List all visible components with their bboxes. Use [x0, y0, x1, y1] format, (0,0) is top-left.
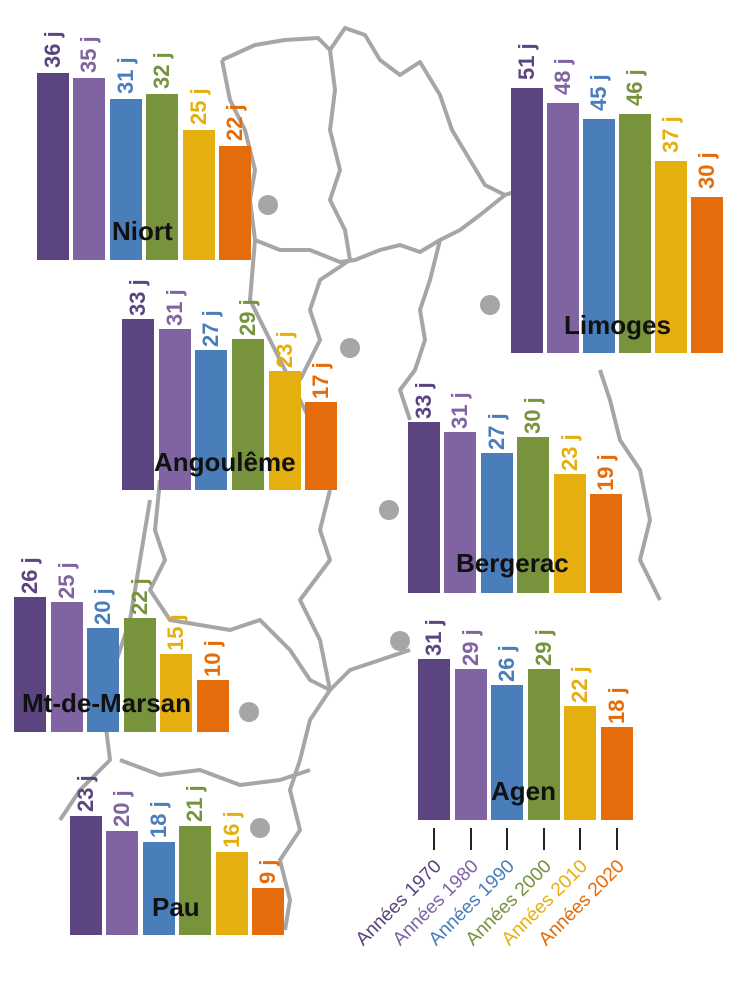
chart-mt-de-marsan: 26 j 25 j 20 j 22 j 15 j 10 j Mt-de-Mars…	[14, 0, 254, 732]
value-label: 23 j	[73, 775, 98, 812]
bar-2000	[232, 339, 264, 490]
bar-1990	[195, 350, 227, 490]
bar-2010	[160, 654, 192, 732]
value-label: 18 j	[146, 801, 171, 838]
city-name-agen: Agen	[491, 776, 556, 806]
bar-2020	[252, 888, 284, 935]
bar-1980	[547, 103, 579, 353]
legend-tick	[543, 828, 545, 850]
bar-1980	[455, 669, 487, 820]
bar-2000	[517, 437, 549, 593]
bar-2010	[183, 130, 215, 260]
bar-2020	[601, 727, 633, 820]
city-name-angouleme: Angoulême	[154, 447, 296, 477]
bar-1970	[37, 73, 69, 260]
bar-2000	[179, 826, 211, 935]
legend-tick	[506, 828, 508, 850]
bar-1990	[491, 685, 523, 820]
bar-1970	[511, 88, 543, 353]
value-label: 30 j	[694, 152, 719, 189]
chart-pau: 23 j 20 j 18 j 21 j 16 j 9 j Pau	[70, 0, 290, 935]
bar-1970	[408, 422, 440, 593]
bar-2010	[216, 852, 248, 935]
value-label: 31 j	[421, 619, 446, 656]
value-label: 37 j	[658, 116, 683, 153]
chart-agen: 31 j 29 j 26 j 29 j 22 j 18 j Agen	[418, 0, 638, 820]
legend-tick	[616, 828, 618, 850]
chart-niort: 36 j 35 j 31 j 32 j 25 j 22 j Niort	[37, 0, 257, 260]
value-label: 26 j	[17, 557, 42, 594]
legend-tick	[470, 828, 472, 850]
chart-limoges: 51 j 48 j 45 j 46 j 37 j 30 j Limoges	[511, 0, 731, 353]
bar-1990	[110, 99, 142, 260]
bar-1980	[51, 602, 83, 732]
bar-2020	[219, 146, 251, 260]
city-name-limoges: Limoges	[564, 310, 671, 340]
bar-1990	[481, 453, 513, 593]
city-name-niort: Niort	[112, 216, 173, 246]
bar-1980	[73, 78, 105, 260]
bar-1990	[143, 842, 175, 935]
value-label: 9 j	[255, 859, 280, 884]
city-name-mt-de-marsan: Mt-de-Marsan	[22, 688, 192, 718]
city-name-bergerac: Bergerac	[456, 548, 569, 578]
bar-2000	[124, 618, 156, 732]
chart-bergerac: 33 j 31 j 27 j 30 j 23 j 19 j Bergerac	[408, 0, 628, 593]
value-label: 22 j	[567, 666, 592, 703]
bar-2000	[146, 94, 178, 260]
bar-2020	[197, 680, 229, 732]
value-label: 29 j	[458, 629, 483, 666]
bar-1970	[70, 816, 102, 935]
bar-2010	[554, 474, 586, 593]
bar-2020	[305, 402, 337, 490]
bar-2020	[590, 494, 622, 593]
value-label: 20 j	[109, 790, 134, 827]
bar-2000	[528, 669, 560, 820]
bar-1970	[14, 597, 46, 732]
chart-angouleme: 33 j 31 j 27 j 29 j 23 j 17 j Angoulême	[122, 0, 342, 490]
value-label: 17 j	[308, 362, 333, 399]
value-label: 16 j	[219, 811, 244, 848]
legend-tick	[579, 828, 581, 850]
bar-1980	[106, 831, 138, 935]
value-label: 29 j	[531, 629, 556, 666]
bar-1990	[583, 119, 615, 353]
bar-2010	[655, 161, 687, 353]
bar-1980	[159, 329, 191, 490]
bar-1990	[87, 628, 119, 732]
bar-1970	[418, 659, 450, 820]
value-label: 21 j	[182, 785, 207, 822]
city-name-pau: Pau	[152, 892, 200, 922]
bar-2010	[269, 371, 301, 490]
value-label: 18 j	[604, 687, 629, 724]
bar-1980	[444, 432, 476, 593]
bar-2020	[691, 197, 723, 353]
bar-2000	[619, 114, 651, 353]
bar-2010	[564, 706, 596, 820]
bar-1970	[122, 319, 154, 490]
legend-tick	[433, 828, 435, 850]
value-label: 26 j	[494, 645, 519, 682]
